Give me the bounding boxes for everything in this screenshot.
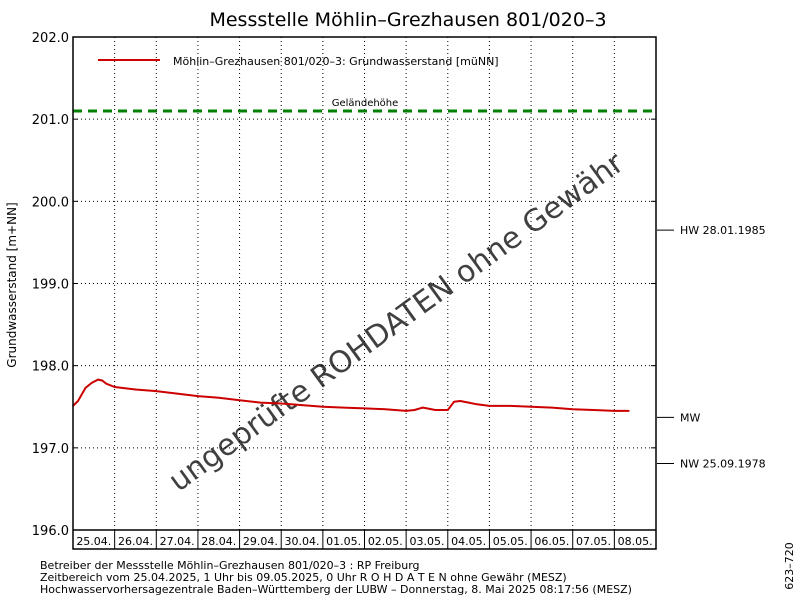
data-point: [592, 409, 595, 411]
x-tick-label: 25.04.: [76, 535, 111, 548]
data-point: [342, 406, 345, 409]
watermark-text: ungeprüfte ROHDATEN ohne Gewähr: [162, 145, 631, 499]
x-tick-label: 05.05.: [493, 535, 528, 548]
data-point: [322, 406, 324, 408]
data-point: [530, 406, 532, 408]
reference-lines: Geländehöhe: [73, 98, 656, 113]
data-point: [628, 410, 630, 412]
data-point: [77, 400, 79, 402]
data-point: [197, 395, 199, 397]
series-line: [72, 378, 629, 412]
y-tick-label: 201.0: [32, 113, 69, 128]
y-axis-label: Grundwasserstand [m+NN]: [5, 202, 19, 367]
y-tick-label: 197.0: [32, 442, 69, 457]
x-tick-label: 01.05.: [326, 535, 361, 548]
footer-line-timerange: Zeitbereich vom 25.04.2025, 1 Uhr bis 09…: [40, 571, 567, 584]
data-point: [613, 410, 616, 412]
data-point: [453, 401, 455, 403]
x-tick-label: 26.04.: [118, 535, 153, 548]
data-point: [280, 402, 283, 405]
data-point: [571, 408, 574, 411]
y-tick-label: 196.0: [32, 524, 69, 539]
data-point: [105, 382, 108, 385]
data-point: [101, 379, 103, 382]
chart-footer: Betreiber der Messstelle Möhlin–Grezhaus…: [40, 559, 632, 596]
x-tick-label: 30.04.: [285, 535, 320, 548]
data-point: [413, 409, 416, 411]
footer-line-operator: Betreiber der Messstelle Möhlin–Grezhaus…: [40, 559, 420, 572]
x-tick-label: 03.05.: [409, 535, 444, 548]
data-point: [467, 401, 470, 404]
marker-label: NW 25.09.1978: [680, 457, 766, 470]
y-tick-label: 202.0: [32, 31, 69, 46]
data-point: [476, 403, 478, 406]
right-side-markers: HW 28.01.1985 MW NW 25.09.1978: [657, 224, 766, 470]
data-point: [218, 396, 220, 399]
data-point: [509, 405, 512, 407]
data-point: [113, 386, 116, 388]
x-tick-label: 04.05.: [451, 535, 486, 548]
data-point: [384, 408, 387, 411]
x-tick-label: 02.05.: [368, 535, 403, 548]
x-tick-label: 29.04.: [243, 535, 278, 548]
chart-legend: Möhlin–Grezhausen 801/020–3: Grundwasser…: [98, 55, 499, 68]
y-tick-label: 199.0: [32, 278, 69, 293]
data-point: [426, 407, 428, 410]
data-point: [405, 410, 407, 412]
data-point: [422, 406, 424, 409]
y-tick-label: 200.0: [32, 195, 69, 210]
data-point: [434, 409, 437, 411]
legend-entry: Möhlin–Grezhausen 801/020–3: Grundwasser…: [173, 55, 499, 68]
data-point: [155, 390, 158, 392]
data-point: [447, 409, 449, 411]
data-point: [488, 405, 491, 407]
x-axis-ticks: 25.04. 26.04. 27.04. 28.04. 29.04. 30.04. 01.0…: [73, 529, 656, 549]
y-tick-label: 198.0: [32, 360, 69, 375]
x-tick-label: 27.04.: [160, 535, 195, 548]
marker-label: MW: [680, 411, 700, 424]
ground-level-label: Geländehöhe: [332, 98, 399, 109]
chart-title: Messstelle Möhlin–Grezhausen 801/020–3: [209, 9, 606, 31]
data-point: [176, 392, 178, 395]
x-tick-label: 08.05.: [618, 535, 653, 548]
data-point: [97, 378, 99, 381]
data-point: [459, 400, 462, 402]
x-tick-label: 06.05.: [534, 535, 569, 548]
data-point: [259, 401, 262, 404]
data-point: [551, 406, 553, 409]
data-point: [84, 387, 87, 389]
x-tick-label: 28.04.: [201, 535, 236, 548]
x-tick-label: 07.05.: [576, 535, 611, 548]
data-point: [238, 399, 241, 402]
data-series: [72, 378, 630, 412]
side-code: 623–720: [783, 542, 796, 590]
marker-label: HW 28.01.1985: [680, 224, 766, 237]
data-point: [134, 388, 137, 391]
data-point: [90, 382, 93, 384]
data-point: [301, 404, 303, 406]
footer-line-source: Hochwasservorhersagezentrale Baden–Württ…: [40, 583, 632, 596]
plot-frame: [72, 36, 657, 550]
data-point: [363, 407, 366, 410]
